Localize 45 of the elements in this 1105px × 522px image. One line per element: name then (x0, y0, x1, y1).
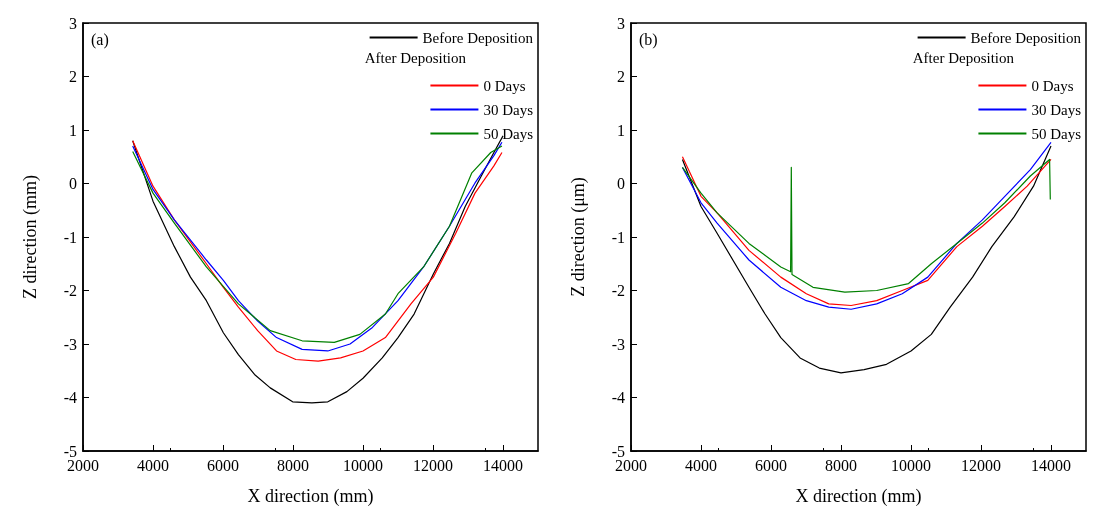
legend-label: 0 Days (1031, 77, 1074, 94)
annotation: (b) (639, 30, 658, 49)
legend-label: 0 Days (483, 77, 526, 94)
y-tick-label: -3 (63, 335, 77, 353)
y-tick-label: -1 (611, 228, 625, 246)
x-tick-label: 6000 (755, 456, 787, 474)
y-tick-label: 2 (617, 68, 625, 85)
legend-label: 50 Days (483, 125, 534, 142)
y-tick-label: 3 (617, 14, 625, 32)
y-tick-label: 2 (69, 68, 77, 85)
legend-label: 50 Days (1031, 125, 1082, 142)
legend-label: 30 Days (483, 101, 534, 118)
x-tick-label: 10000 (891, 456, 931, 474)
annotation: After Deposition (364, 49, 467, 66)
y-tick-label: -4 (611, 389, 625, 406)
x-tick-label: 6000 (207, 456, 239, 474)
y-tick-label: -2 (611, 282, 625, 299)
x-tick-label: 12000 (961, 456, 1001, 474)
y-tick-label: 1 (617, 121, 625, 139)
annotation: After Deposition (912, 49, 1015, 66)
x-tick-label: 4000 (685, 456, 717, 474)
legend-label: Before Deposition (422, 29, 534, 46)
y-tick-label: 0 (617, 175, 625, 192)
y-axis-title: Z direction (mm) (20, 175, 41, 299)
x-tick-label: 12000 (413, 456, 453, 474)
x-tick-label: 10000 (343, 456, 383, 474)
y-tick-label: -3 (611, 335, 625, 353)
x-axis-title: X direction (mm) (795, 486, 922, 507)
y-tick-label: 0 (69, 175, 77, 192)
y-tick-label: 3 (69, 14, 77, 32)
x-tick-label: 8000 (277, 456, 309, 474)
x-axis-title: X direction (mm) (247, 486, 374, 507)
x-tick-label: 8000 (825, 456, 857, 474)
y-tick-label: -4 (63, 389, 77, 406)
x-tick-label: 14000 (1031, 456, 1071, 474)
x-tick-label: 4000 (137, 456, 169, 474)
legend-label: Before Deposition (970, 29, 1082, 46)
line-series (681, 145, 1052, 374)
legend-label: 30 Days (1031, 101, 1082, 118)
y-axis-title: Z direction (μm) (568, 177, 589, 297)
x-tick-label: 14000 (483, 456, 523, 474)
y-tick-label: -1 (63, 228, 77, 246)
annotation: (a) (91, 30, 109, 49)
y-tick-label: 1 (69, 121, 77, 139)
y-tick-label: -2 (63, 282, 77, 299)
